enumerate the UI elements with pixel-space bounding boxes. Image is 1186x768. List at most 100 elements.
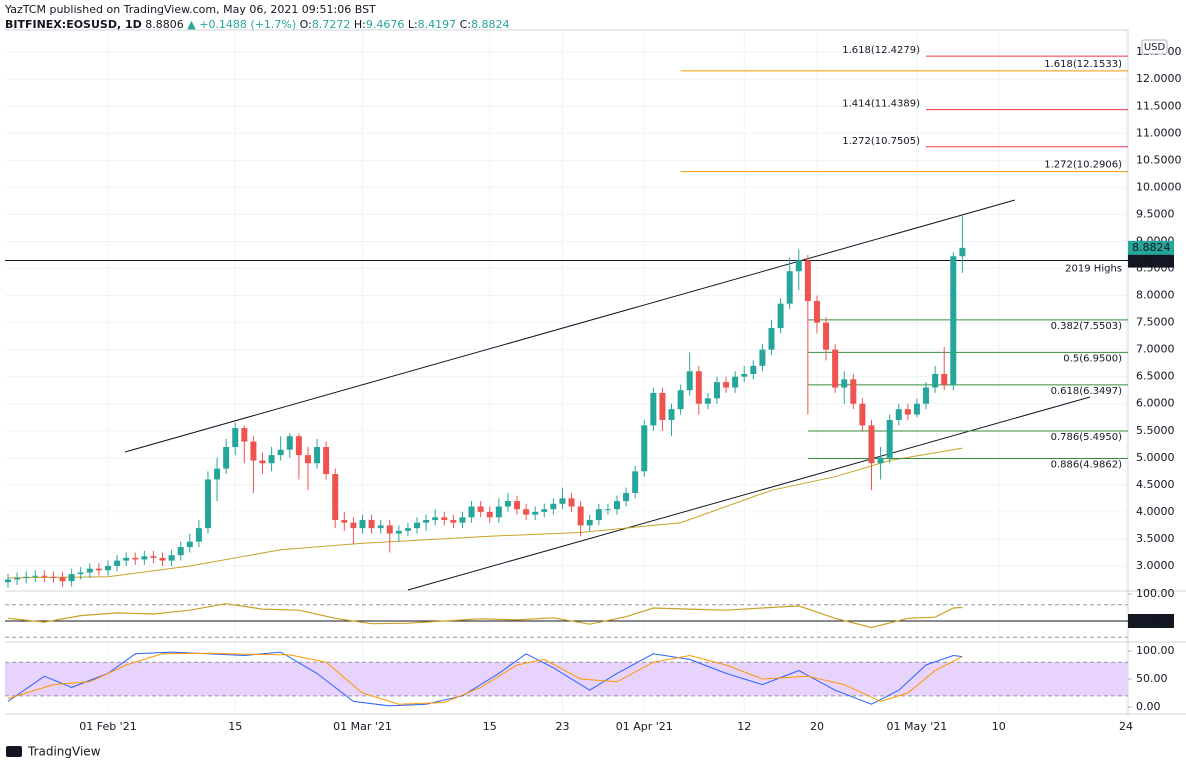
candle-body <box>441 517 448 521</box>
logo: TradingView <box>6 745 101 759</box>
candle-body <box>550 503 557 510</box>
ohlc-key: C: <box>459 18 472 31</box>
candle-body <box>932 373 939 388</box>
candle-body <box>14 577 21 580</box>
candle-body <box>386 525 393 534</box>
candle-body <box>241 428 248 442</box>
fib-label: 1.272(10.2906) <box>1044 160 1122 171</box>
candle-body <box>695 371 702 404</box>
stoch-band <box>5 662 1128 696</box>
candle-body <box>623 492 630 502</box>
candle-body <box>295 436 302 456</box>
y-tick-label: 4.5000 <box>1136 478 1175 491</box>
stoch-tick-label: 100.00 <box>1136 644 1175 657</box>
hline-price-label: 8.6471 <box>1132 254 1171 267</box>
stoch-d-line <box>7 652 963 705</box>
candle-body <box>204 479 211 529</box>
horizontal-line-label: 2019 Highs <box>1065 264 1122 275</box>
y-tick-label: 3.0000 <box>1136 559 1175 572</box>
candle-body <box>777 303 784 329</box>
candle-body <box>604 509 611 511</box>
candle-body <box>186 541 193 548</box>
x-tick-label: 20 <box>810 720 824 733</box>
candle-body <box>314 446 321 464</box>
y-tick-label: 11.5000 <box>1136 99 1182 112</box>
candle-body <box>104 565 111 571</box>
candle-body <box>95 568 102 571</box>
candle-body <box>823 322 830 350</box>
publisher: YazTCM published on TradingView.com, May… <box>5 3 376 16</box>
candle-body <box>286 436 293 450</box>
candle-body <box>741 373 748 377</box>
stoch-tick-label: 0.00 <box>1136 700 1161 713</box>
candle-body <box>686 371 693 391</box>
candle-body <box>50 576 57 578</box>
rsi-tick-label: 50.00 <box>1132 614 1164 627</box>
rsi-tick-box <box>1128 613 1174 628</box>
candle-body <box>341 520 348 523</box>
ohlc-value: 9.4676 <box>365 18 405 31</box>
candle-body <box>523 509 530 515</box>
candle-body <box>223 446 230 469</box>
candle-body <box>804 260 811 301</box>
candle-body <box>232 428 239 447</box>
candle-body <box>86 568 93 573</box>
candle-body <box>323 446 330 475</box>
candle-body <box>641 425 648 472</box>
ohlc: O:8.7272 H:9.4676 L:8.4197 C:8.8824 <box>300 18 510 31</box>
fib-label: 0.886(4.9862) <box>1051 460 1123 471</box>
hline-price-label-box <box>1128 253 1174 268</box>
candle-body <box>713 382 720 399</box>
candle-body <box>577 506 584 526</box>
candle-body <box>459 517 466 523</box>
candle-body <box>923 387 930 404</box>
candle-body <box>77 572 84 575</box>
last-price-label-box <box>1128 240 1174 255</box>
candle-body <box>432 517 439 521</box>
candle-body <box>486 511 493 518</box>
candle-body <box>613 501 620 510</box>
stoch-tick-label: 50.00 <box>1136 672 1168 685</box>
ticker-line: BITFINEX:EOSUSD, 1D 8.8806 ▲ +0.1488 (+1… <box>5 17 510 32</box>
candle-body <box>514 501 521 510</box>
fib-label: 1.272(10.7505) <box>842 136 920 147</box>
candle-body <box>414 522 421 529</box>
x-tick-label: 24 <box>1119 720 1133 733</box>
candle-body <box>41 575 48 577</box>
candle-body <box>350 522 357 529</box>
y-tick-label: 10.0000 <box>1136 180 1182 193</box>
candle-body <box>59 577 66 582</box>
candle-body <box>423 520 430 523</box>
candle-body <box>877 457 884 464</box>
x-tick-label: 12 <box>737 720 751 733</box>
candle-body <box>141 556 148 560</box>
candle-body <box>377 525 384 529</box>
candle-body <box>214 468 221 480</box>
y-tick-label: 7.5000 <box>1136 316 1175 329</box>
candle-body <box>723 382 730 388</box>
candle-body <box>677 390 684 410</box>
y-tick-label: 5.5000 <box>1136 424 1175 437</box>
candle-body <box>868 425 875 464</box>
candle-body <box>123 557 130 561</box>
candle-body <box>895 409 902 420</box>
candle-body <box>68 574 75 582</box>
candle-body <box>132 557 139 560</box>
candle-body <box>786 271 793 304</box>
candle-body <box>595 509 602 521</box>
ohlc-key: O: <box>299 18 312 31</box>
rsi-tick-label: 100.00 <box>1136 587 1175 600</box>
y-tick-label: 6.5000 <box>1136 370 1175 383</box>
change: ▲ +0.1488 (+1.7%) <box>187 18 297 31</box>
y-tick-label: 6.0000 <box>1136 397 1175 410</box>
y-tick-label: 4.0000 <box>1136 505 1175 518</box>
x-tick-label: 01 Feb '21 <box>79 720 137 733</box>
candle-body <box>168 555 175 561</box>
symbol: BITFINEX:EOSUSD, 1D <box>5 18 142 31</box>
ohlc-value: 8.7272 <box>311 18 351 31</box>
ohlc-key: L: <box>407 18 418 31</box>
candle-body <box>450 520 457 523</box>
x-tick-label: 15 <box>228 720 242 733</box>
